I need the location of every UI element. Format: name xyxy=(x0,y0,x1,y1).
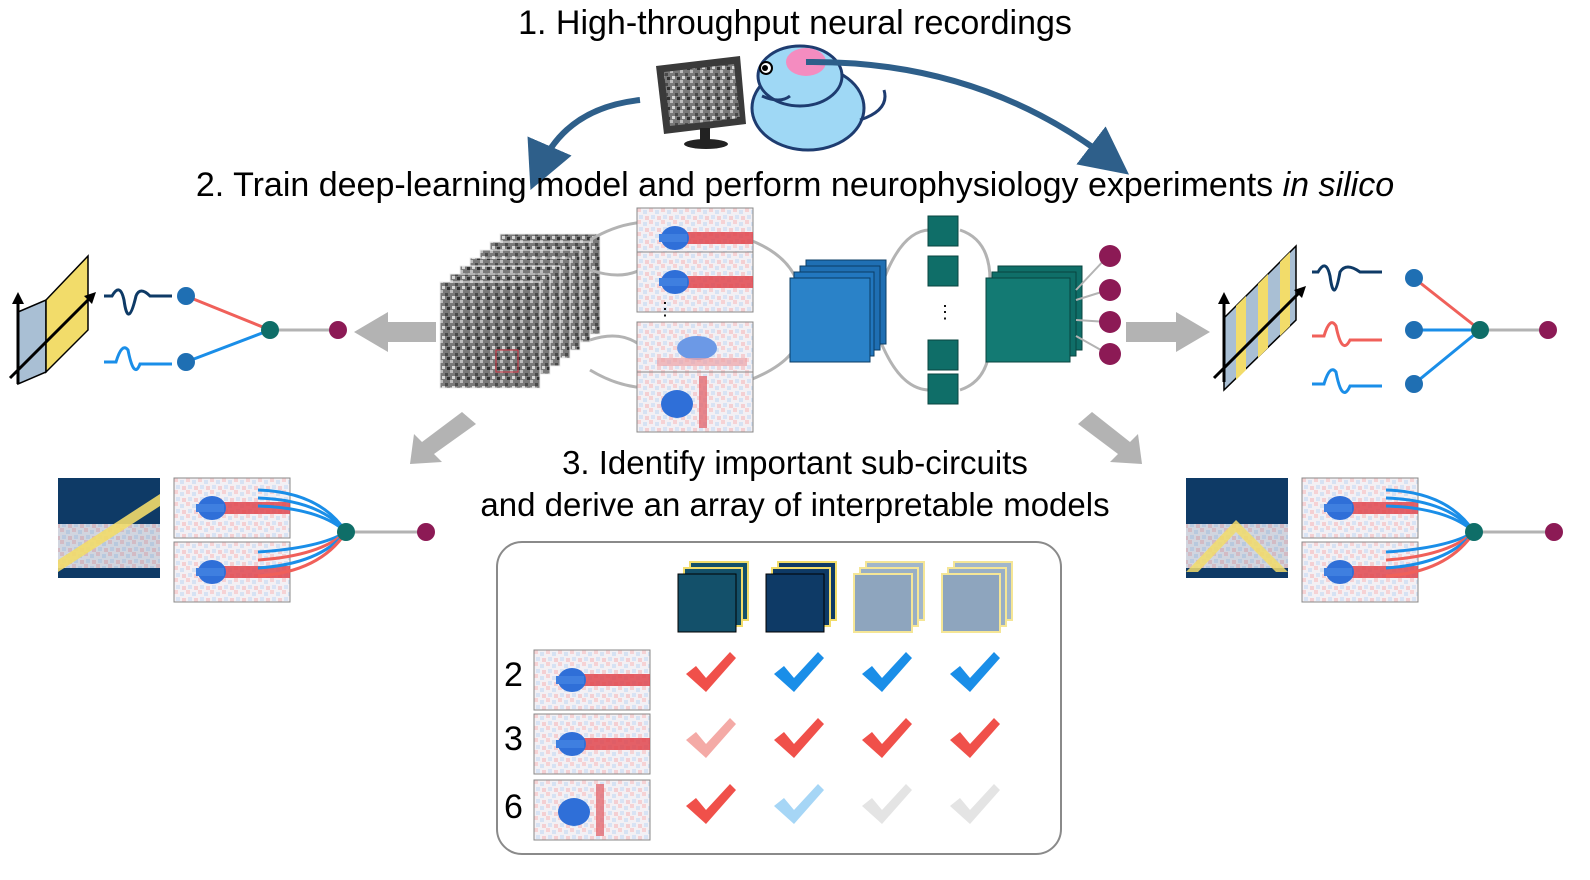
conv1-feature-maps: ⋮ xyxy=(636,207,754,433)
left-subunit-2 xyxy=(177,353,195,371)
right-subcircuit xyxy=(1186,477,1563,603)
svg-text:⋮: ⋮ xyxy=(656,299,674,319)
step2-title-main: 2. Train deep-learning model and perform… xyxy=(195,166,1283,204)
right-subunit-2 xyxy=(1405,321,1423,339)
column-header-1 xyxy=(677,561,749,633)
arrow-to-model-right xyxy=(805,58,1130,175)
row-label-2: 2 xyxy=(504,656,523,694)
output-neurons xyxy=(1099,245,1121,365)
column-header-3 xyxy=(853,561,925,633)
left-edge-blue xyxy=(185,328,271,364)
right-filter-2 xyxy=(1312,321,1382,348)
temporal-filter-on xyxy=(104,346,172,372)
row-label-3: 3 xyxy=(504,720,523,758)
left-stimulus-diagram xyxy=(8,254,96,386)
stimulus-stack xyxy=(439,233,601,389)
monitor-icon xyxy=(656,56,746,149)
right-hidden-node xyxy=(1471,321,1489,339)
left-subcircuit xyxy=(58,477,435,603)
column-header-4 xyxy=(941,561,1013,633)
temporal-filter-off xyxy=(104,288,172,316)
left-output-node xyxy=(329,321,347,339)
row-label-6: 6 xyxy=(504,788,523,826)
step3-title-line1: 3. Identify important sub-circuits xyxy=(562,444,1028,481)
mouse-icon xyxy=(750,44,887,152)
arrow-left-grey xyxy=(354,312,436,352)
conv4-block xyxy=(985,265,1083,363)
arrow-down-right-grey xyxy=(1078,412,1142,464)
conv3-channels: ⋮ xyxy=(927,215,959,405)
right-edge-1 xyxy=(1413,276,1481,332)
right-filter-1 xyxy=(1312,264,1382,292)
right-edge-3 xyxy=(1413,328,1481,386)
step2-title: 2. Train deep-learning model and perform… xyxy=(0,166,1590,205)
column-header-2 xyxy=(765,561,837,633)
step1-title: 1. High-throughput neural recordings xyxy=(518,4,1072,42)
right-subunit-3 xyxy=(1405,375,1423,393)
left-edge-red xyxy=(185,294,271,332)
right-subunit-1 xyxy=(1405,269,1423,287)
arrow-to-model-left xyxy=(527,97,641,191)
step2-title-italic: in silico xyxy=(1282,166,1395,204)
svg-text:⋮: ⋮ xyxy=(936,302,954,322)
right-output-node xyxy=(1539,321,1557,339)
left-subunit-1 xyxy=(177,287,195,305)
right-stimulus-diagram xyxy=(1212,244,1306,392)
arrow-right-grey xyxy=(1126,312,1210,352)
step3-title-line2: and derive an array of interpretable mod… xyxy=(480,486,1110,523)
right-filter-3 xyxy=(1312,368,1382,394)
arrow-down-left-grey xyxy=(410,412,476,464)
model-comparison-panel xyxy=(496,541,1062,855)
left-hidden-node xyxy=(261,321,279,339)
conv2-block xyxy=(789,259,887,363)
